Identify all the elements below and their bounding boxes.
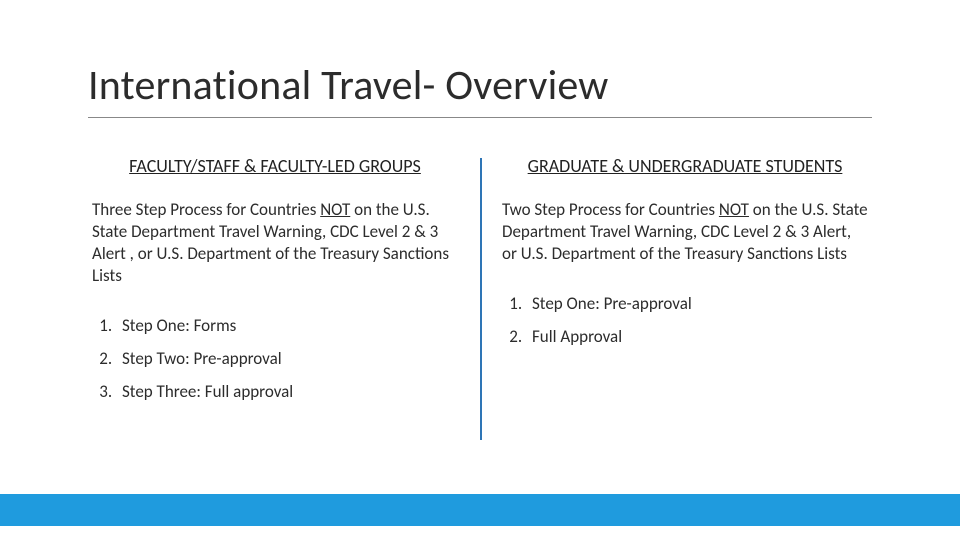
list-item: Step One: Pre-approval [526,287,868,320]
slide-title: International Travel- Overview [88,60,872,118]
list-item: Step Two: Pre-approval [116,342,458,375]
right-column-heading: GRADUATE & UNDERGRADUATE STUDENTS [502,155,868,177]
right-body-prefix: Two Step Process for Countries [502,199,719,220]
left-column-body: Three Step Process for Countries NOT on … [92,199,458,287]
list-item: Step One: Forms [116,309,458,342]
list-item: Full Approval [526,320,868,353]
column-divider [480,158,482,440]
left-column-heading: FACULTY/STAFF & FACULTY-LED GROUPS [92,155,458,177]
left-column: FACULTY/STAFF & FACULTY-LED GROUPS Three… [70,155,480,408]
left-body-prefix: Three Step Process for Countries [92,199,320,220]
list-item: Step Three: Full approval [116,375,458,408]
right-steps-list: Step One: Pre-approval Full Approval [502,287,868,353]
right-column-body: Two Step Process for Countries NOT on th… [502,199,868,265]
slide: International Travel- Overview FACULTY/S… [0,0,960,540]
left-body-not: NOT [320,199,350,220]
right-column: GRADUATE & UNDERGRADUATE STUDENTS Two St… [480,155,890,408]
footer-accent-bar [0,494,960,526]
left-steps-list: Step One: Forms Step Two: Pre-approval S… [92,309,458,408]
right-body-not: NOT [719,199,749,220]
